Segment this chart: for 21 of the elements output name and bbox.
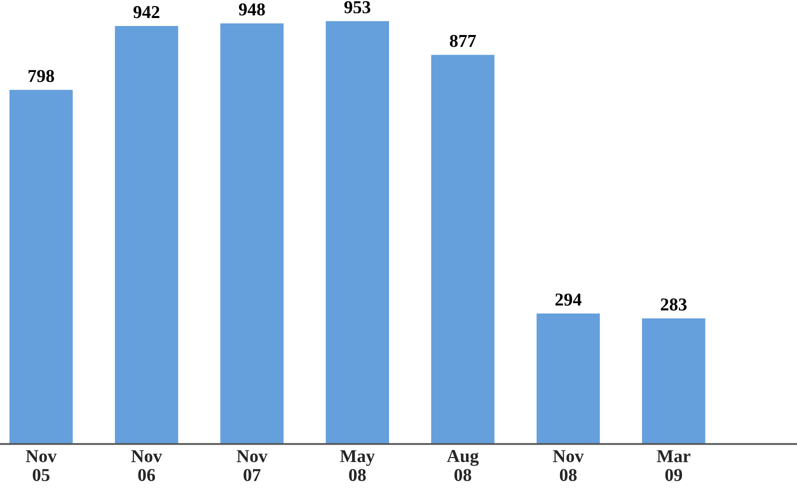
data-label: 798 bbox=[28, 70, 54, 82]
x-tick-label: Aug 08 bbox=[446, 450, 479, 482]
data-label: 942 bbox=[133, 6, 160, 18]
bar bbox=[536, 314, 600, 444]
bar bbox=[9, 90, 73, 444]
bar bbox=[326, 21, 390, 444]
x-tick-label: Nov 05 bbox=[26, 450, 57, 482]
bar bbox=[114, 26, 178, 444]
data-label: 877 bbox=[450, 34, 476, 48]
data-label: 953 bbox=[344, 1, 370, 14]
data-label: 948 bbox=[238, 3, 265, 16]
data-label: 294 bbox=[555, 294, 582, 306]
bar bbox=[431, 54, 494, 444]
bar bbox=[220, 23, 284, 444]
x-tick-label: Mar 09 bbox=[656, 450, 690, 482]
data-label: 283 bbox=[660, 298, 687, 311]
x-tick-label: Nov 08 bbox=[553, 450, 584, 482]
x-tick-label: Nov 06 bbox=[131, 450, 162, 482]
bar bbox=[642, 318, 706, 444]
x-tick-label: Nov 07 bbox=[236, 450, 268, 482]
x-tick-label: May 08 bbox=[340, 450, 375, 482]
